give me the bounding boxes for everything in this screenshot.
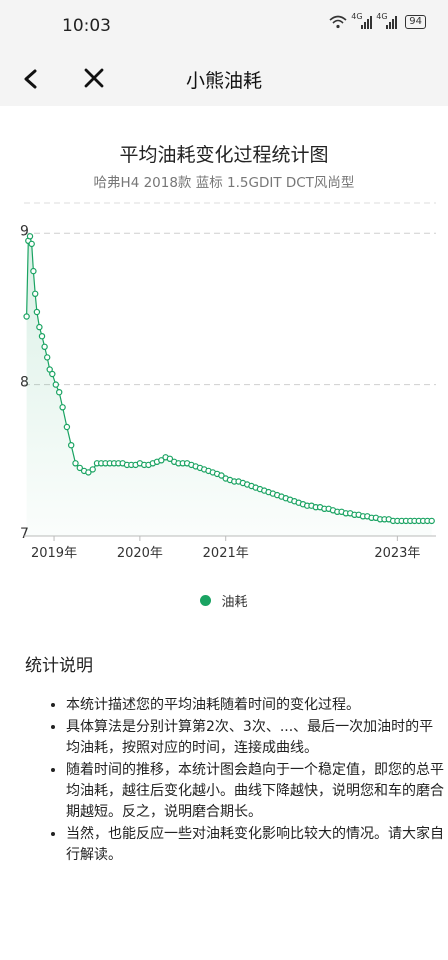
network-type-1: 4G <box>351 12 363 21</box>
status-bar: 10:03 4G 4G 94 <box>0 0 448 52</box>
y-tick-label: 7 <box>20 526 29 542</box>
data-point <box>89 466 96 473</box>
cell-signal-2-icon: 4G <box>376 12 398 29</box>
back-button[interactable] <box>18 62 48 96</box>
data-point <box>41 343 48 350</box>
data-point <box>23 313 30 320</box>
data-point <box>166 455 174 462</box>
chart-legend[interactable]: 油耗 <box>0 591 448 610</box>
close-button[interactable] <box>80 62 110 96</box>
data-point <box>49 370 56 378</box>
data-point <box>56 388 63 396</box>
y-tick-label: 8 <box>20 375 29 391</box>
data-point <box>85 469 92 476</box>
legend-marker <box>200 595 212 606</box>
close-icon <box>84 68 104 88</box>
chevron-left-icon <box>24 69 37 89</box>
data-point <box>30 267 37 275</box>
explanation-item: 当然，也能反应一些对油耗变化影响比较大的情况。请大家自行解读。 <box>66 824 444 866</box>
data-point <box>218 472 225 479</box>
y-tick-label: 9 <box>20 223 29 239</box>
legend-label: 油耗 <box>221 595 248 610</box>
network-type-2: 4G <box>376 12 388 21</box>
x-tick-label: 2021年 <box>203 546 249 561</box>
chart-title: 平均油耗变化过程统计图 <box>119 144 329 166</box>
wifi-icon <box>329 15 347 29</box>
x-tick-label: 2023年 <box>374 546 420 561</box>
data-point <box>76 464 84 472</box>
page-title: 小熊油耗 <box>185 70 262 92</box>
data-point <box>28 240 35 248</box>
data-point <box>67 441 75 449</box>
nav-bar: 小熊油耗 <box>0 52 448 106</box>
series-area <box>26 236 432 537</box>
data-point <box>38 332 46 340</box>
data-point <box>158 457 165 464</box>
cell-signal-1-icon: 4G <box>351 12 373 29</box>
data-point <box>72 460 79 467</box>
chart-subtitle: 哈弗H4 2018款 蓝标 1.5GDIT DCT风尚型 <box>93 175 355 191</box>
status-icons: 4G 4G 94 <box>329 12 426 29</box>
explanation-list: 本统计描述您的平均油耗随着时间的变化过程。 具体算法是分别计算第2次、3次、..… <box>52 695 444 867</box>
data-point <box>46 366 53 373</box>
x-tick-label: 2019年 <box>31 546 77 561</box>
data-point <box>52 381 60 388</box>
x-tick-label: 2020年 <box>117 546 163 561</box>
data-point <box>32 290 39 298</box>
data-point <box>26 233 34 240</box>
data-point <box>44 354 51 361</box>
status-time: 10:03 <box>62 16 111 36</box>
data-point <box>33 308 41 316</box>
data-point <box>428 517 435 525</box>
data-point <box>59 404 66 411</box>
explanation-title: 统计说明 <box>25 656 93 676</box>
explanation-item: 本统计描述您的平均油耗随着时间的变化过程。 <box>66 695 444 716</box>
explanation-item: 具体算法是分别计算第2次、3次、...、最后一次加油时的平均油耗，按照对应的时间… <box>66 717 444 759</box>
explanation-item: 随着时间的推移，本统计图会趋向于一个稳定值，即您的总平均油耗，越往后变化越小。曲… <box>66 760 444 823</box>
data-point <box>63 423 71 431</box>
battery-icon: 94 <box>405 15 426 29</box>
data-point <box>36 323 43 331</box>
fuel-consumption-chart: 7 8 9 2019年 2020年 2021年 2023年 <box>20 202 436 561</box>
